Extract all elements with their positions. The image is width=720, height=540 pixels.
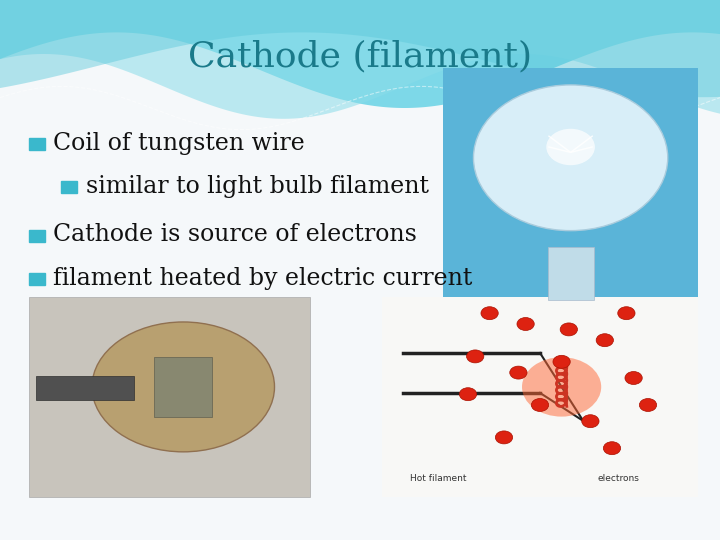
Text: Hot filament: Hot filament — [410, 474, 467, 483]
FancyBboxPatch shape — [36, 376, 134, 401]
FancyBboxPatch shape — [29, 138, 45, 150]
Text: Cathode (filament): Cathode (filament) — [188, 40, 532, 73]
Circle shape — [618, 307, 635, 320]
Circle shape — [467, 350, 484, 363]
Circle shape — [517, 318, 534, 330]
Circle shape — [481, 307, 498, 320]
FancyBboxPatch shape — [61, 181, 77, 193]
FancyBboxPatch shape — [443, 68, 698, 305]
FancyBboxPatch shape — [154, 357, 212, 417]
Circle shape — [603, 442, 621, 455]
Circle shape — [546, 129, 595, 165]
Text: Coil of tungsten wire: Coil of tungsten wire — [53, 132, 305, 154]
Circle shape — [522, 357, 601, 417]
Circle shape — [459, 388, 477, 401]
Polygon shape — [0, 0, 720, 108]
FancyBboxPatch shape — [382, 297, 698, 497]
Text: Cathode is source of electrons: Cathode is source of electrons — [53, 224, 417, 246]
FancyBboxPatch shape — [29, 273, 45, 285]
Circle shape — [510, 366, 527, 379]
Circle shape — [560, 323, 577, 336]
Circle shape — [531, 399, 549, 411]
Circle shape — [495, 431, 513, 444]
Ellipse shape — [92, 322, 274, 452]
FancyBboxPatch shape — [29, 297, 310, 497]
Text: electrons: electrons — [598, 474, 639, 483]
Polygon shape — [0, 0, 720, 97]
Circle shape — [625, 372, 642, 384]
Circle shape — [474, 85, 667, 231]
FancyBboxPatch shape — [29, 230, 45, 242]
Polygon shape — [0, 0, 720, 119]
Text: similar to light bulb filament: similar to light bulb filament — [86, 175, 428, 198]
Circle shape — [582, 415, 599, 428]
Circle shape — [553, 355, 570, 368]
Circle shape — [596, 334, 613, 347]
FancyBboxPatch shape — [548, 247, 593, 300]
Circle shape — [639, 399, 657, 411]
Text: filament heated by electric current: filament heated by electric current — [53, 267, 472, 289]
